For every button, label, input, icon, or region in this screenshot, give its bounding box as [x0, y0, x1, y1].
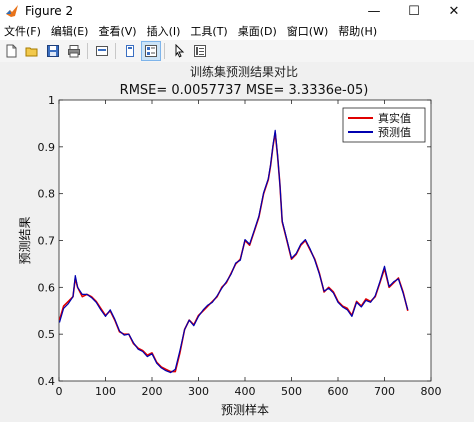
menu-edit[interactable]: 编辑(E)	[50, 25, 89, 38]
menu-view[interactable]: 查看(V)	[98, 25, 137, 38]
menu-file[interactable]: 文件(F)	[4, 25, 41, 38]
print-button[interactable]	[64, 41, 84, 61]
dock-button[interactable]	[120, 41, 140, 61]
data-cursor-button[interactable]	[190, 41, 210, 61]
menu-tools[interactable]: 工具(T)	[190, 25, 228, 38]
open-icon	[25, 47, 38, 57]
matlab-icon	[6, 5, 18, 17]
close-button[interactable]: ✕	[448, 3, 460, 19]
link-plot-icon	[96, 46, 108, 56]
y-tick-label: 1	[48, 94, 55, 107]
open-button[interactable]	[22, 41, 42, 61]
print-icon	[68, 45, 80, 58]
save-icon	[47, 45, 59, 57]
maximize-button[interactable]: ☐	[408, 3, 420, 19]
axis-ticks: 0 100 200 300 400 500 600 700 800 0.4 0.5 0.6 0.7 0.8…	[38, 94, 442, 398]
new-figure-icon	[6, 44, 17, 58]
menu-help[interactable]: 帮助(H)	[338, 25, 378, 38]
menu-bar: 文件(F) 编辑(E) 查看(V) 插入(I) 工具(T) 桌面(D) 窗口(W…	[0, 22, 474, 40]
x-tick-label: 500	[281, 385, 302, 398]
dock-icon	[126, 45, 134, 57]
chart-title: 训练集预测结果对比	[190, 64, 298, 79]
window-titlebar: Figure 2 — ☐ ✕	[0, 0, 474, 22]
y-tick-label: 0.8	[38, 188, 56, 201]
property-editor-button[interactable]	[141, 41, 161, 61]
y-tick-label: 0.5	[38, 328, 56, 341]
new-figure-button[interactable]	[1, 41, 21, 61]
data-cursor-icon	[194, 45, 206, 57]
menu-desktop[interactable]: 桌面(D)	[237, 25, 277, 38]
x-tick-label: 100	[95, 385, 116, 398]
y-axis-label: 预测结果	[18, 216, 32, 264]
x-tick-label: 300	[188, 385, 209, 398]
legend-label: 真实值	[378, 111, 411, 125]
property-editor-icon	[145, 45, 157, 57]
x-axis-label: 预测样本	[221, 402, 269, 417]
legend-label: 预测值	[378, 126, 411, 139]
menu-window[interactable]: 窗口(W)	[286, 25, 329, 38]
figure-area: 训练集预测结果对比 RMSE= 0.0057737 MSE= 3.3336e-0…	[0, 62, 474, 418]
window-title: Figure 2	[25, 4, 74, 18]
x-tick-label: 200	[142, 385, 163, 398]
chart-subtitle: RMSE= 0.0057737 MSE= 3.3336e-05)	[120, 83, 369, 98]
save-button[interactable]	[43, 41, 63, 61]
line-chart[interactable]: 训练集预测结果对比 RMSE= 0.0057737 MSE= 3.3336e-0…	[0, 62, 474, 418]
y-tick-label: 0.4	[38, 375, 56, 388]
toolbar	[0, 40, 474, 63]
y-tick-label: 0.9	[38, 141, 56, 154]
x-tick-label: 0	[56, 385, 63, 398]
pointer-button[interactable]	[169, 41, 189, 61]
x-tick-label: 400	[235, 385, 256, 398]
toolbar-separator	[115, 43, 116, 59]
x-tick-label: 600	[328, 385, 349, 398]
legend-box	[342, 107, 426, 143]
x-tick-label: 700	[374, 385, 395, 398]
menu-insert[interactable]: 插入(I)	[146, 25, 181, 38]
link-plot-button[interactable]	[92, 41, 112, 61]
x-tick-label: 800	[421, 385, 442, 398]
pointer-icon	[175, 44, 185, 58]
toolbar-separator	[164, 43, 165, 59]
toolbar-separator	[87, 43, 88, 59]
series-lines	[58, 129, 409, 374]
y-tick-label: 0.7	[38, 235, 56, 248]
y-tick-label: 0.6	[38, 281, 56, 294]
series-line-predicted	[58, 129, 409, 374]
minimize-button[interactable]: —	[367, 3, 381, 19]
